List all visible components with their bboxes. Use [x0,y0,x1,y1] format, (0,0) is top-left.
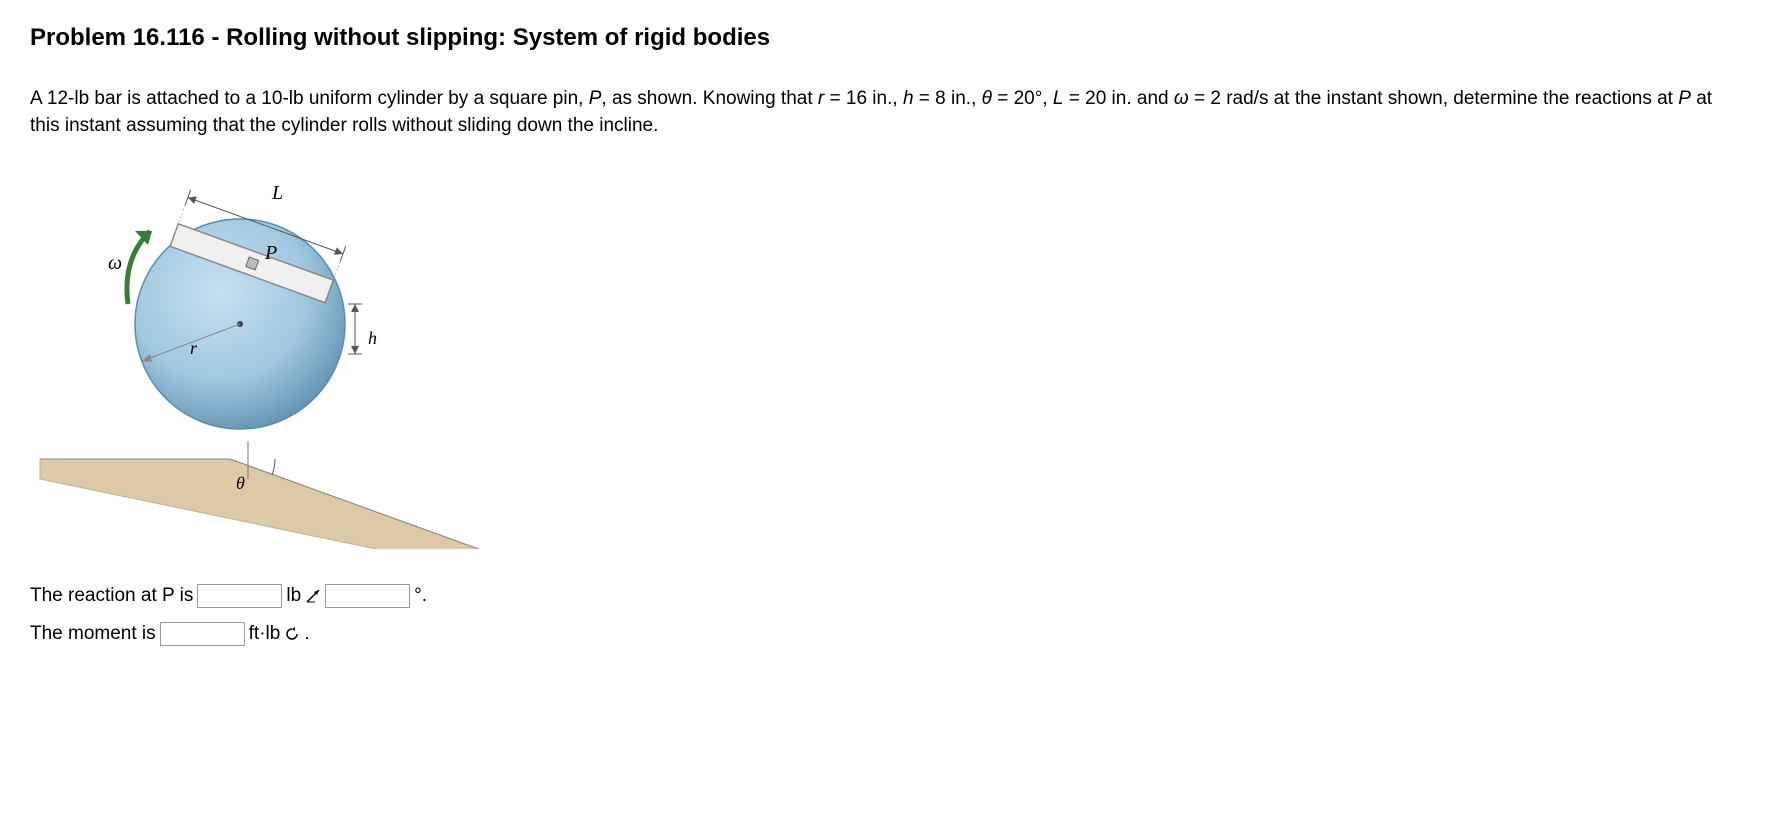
problem-diagram: r L P h [30,159,530,549]
moment-label: The moment is [30,617,156,651]
problem-title: Problem 16.116 - Rolling without slippin… [30,20,1746,56]
omega-label: ω [108,252,122,274]
incline [40,459,520,549]
r-label: r [190,338,198,358]
moment-input[interactable] [160,622,245,646]
reaction-angle-input[interactable] [325,584,410,608]
h-dimension: h [348,304,377,354]
theta-label: θ [236,473,245,493]
L-label: L [271,182,283,204]
moment-suffix: . [304,617,309,651]
angle-direction-icon [305,588,321,604]
reaction-unit: lb [286,579,301,613]
answer-section: The reaction at P is lb °. The moment is… [30,579,1746,651]
rotation-ccw-icon [284,626,300,642]
reaction-label: The reaction at P is [30,579,193,613]
problem-statement: A 12-lb bar is attached to a 10-lb unifo… [30,86,1746,139]
reaction-magnitude-input[interactable] [197,584,282,608]
h-label: h [368,328,377,348]
moment-answer-line: The moment is ft·lb . [30,617,1746,651]
moment-unit: ft·lb [249,617,281,651]
reaction-answer-line: The reaction at P is lb °. [30,579,1746,613]
P-label: P [264,242,277,264]
angle-suffix: °. [414,579,427,613]
